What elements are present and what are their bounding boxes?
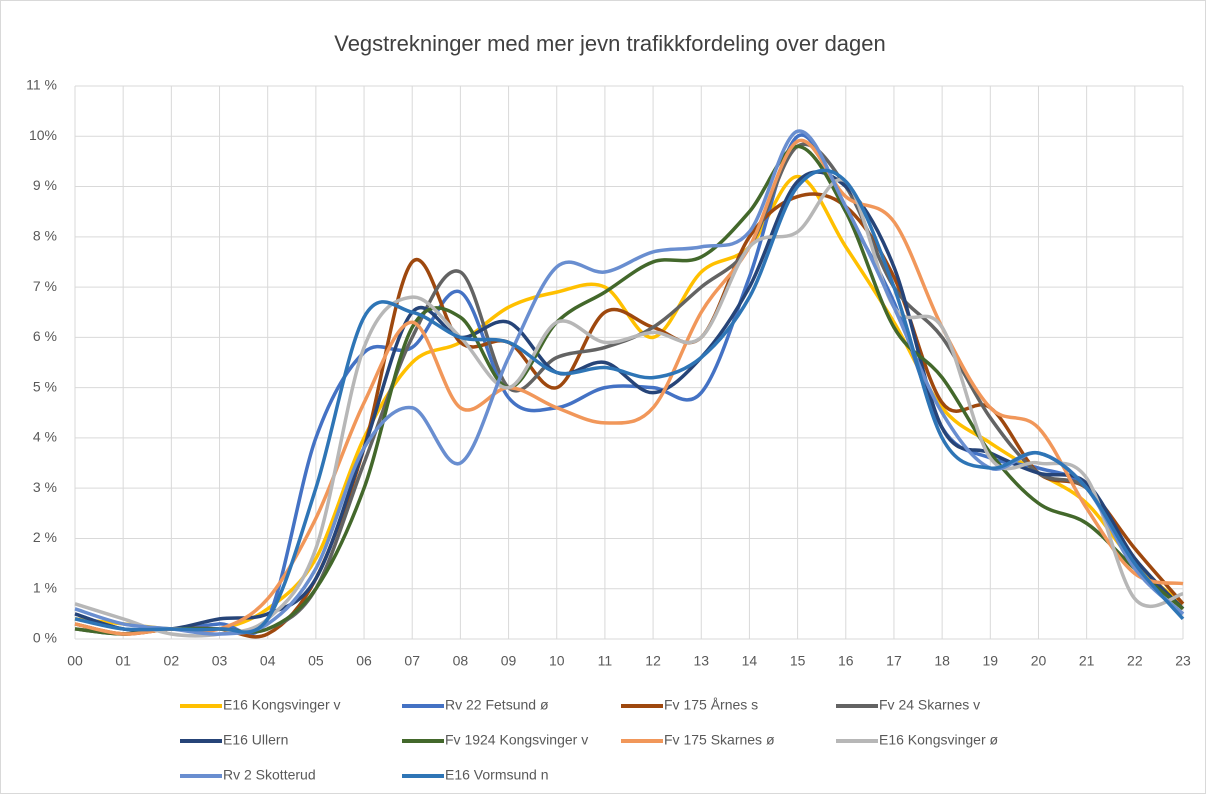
x-tick-label: 00 [67, 653, 83, 669]
x-tick-label: 14 [742, 653, 758, 669]
legend-label: Fv 175 Skarnes ø [664, 732, 775, 748]
x-tick-label: 04 [260, 653, 276, 669]
x-tick-label: 02 [164, 653, 180, 669]
legend-label: E16 Kongsvinger ø [879, 732, 999, 748]
y-tick-label: 0 % [33, 630, 57, 646]
x-tick-label: 17 [886, 653, 902, 669]
y-tick-label: 6 % [33, 328, 57, 344]
x-tick-label: 22 [1127, 653, 1143, 669]
x-tick-label: 10 [549, 653, 565, 669]
x-tick-label: 13 [693, 653, 709, 669]
x-tick-label: 03 [212, 653, 228, 669]
series-line [74, 177, 1184, 638]
y-tick-label: 3 % [33, 479, 57, 495]
y-tick-label: 2 % [33, 529, 57, 545]
series-line [74, 133, 1185, 636]
legend-label: Rv 22 Fetsund ø [445, 697, 549, 713]
x-tick-label: 21 [1079, 653, 1095, 669]
legend-label: E16 Kongsvinger v [223, 697, 341, 713]
y-tick-label: 9 % [33, 177, 57, 193]
x-tick-label: 12 [645, 653, 661, 669]
legend-label: Fv 175 Årnes s [664, 697, 758, 713]
x-tick-label: 01 [115, 653, 131, 669]
x-tick-label: 08 [453, 653, 469, 669]
y-tick-label: 5 % [33, 378, 57, 394]
x-tick-label: 09 [501, 653, 517, 669]
y-tick-label: 4 % [33, 429, 57, 445]
y-tick-label: 7 % [33, 278, 57, 294]
legend-label: Rv 2 Skotterud [223, 767, 316, 783]
y-tick-label: 8 % [33, 228, 57, 244]
legend-label: Fv 24 Skarnes v [879, 697, 980, 713]
y-tick-label: 11 % [26, 77, 57, 93]
series-line [74, 138, 1184, 636]
x-tick-label: 23 [1175, 653, 1191, 669]
y-tick-label: 10% [29, 127, 57, 143]
x-tick-label: 11 [598, 653, 613, 669]
chart-title: Vegstrekninger med mer jevn trafikkforde… [334, 31, 886, 56]
x-tick-label: 18 [934, 653, 950, 669]
x-tick-label: 06 [356, 653, 372, 669]
legend-label: E16 Ullern [223, 732, 288, 748]
series-line [74, 144, 1185, 636]
series-line [74, 168, 1185, 634]
legend-label: Fv 1924 Kongsvinger v [445, 732, 588, 748]
x-tick-label: 15 [790, 653, 806, 669]
legend-label: E16 Vormsund n [445, 767, 549, 783]
x-tick-label: 07 [404, 653, 420, 669]
x-tick-label: 16 [838, 653, 854, 669]
x-tick-label: 19 [983, 653, 999, 669]
x-tick-label: 20 [1031, 653, 1047, 669]
y-tick-label: 1 % [33, 579, 57, 595]
x-tick-label: 05 [308, 653, 324, 669]
